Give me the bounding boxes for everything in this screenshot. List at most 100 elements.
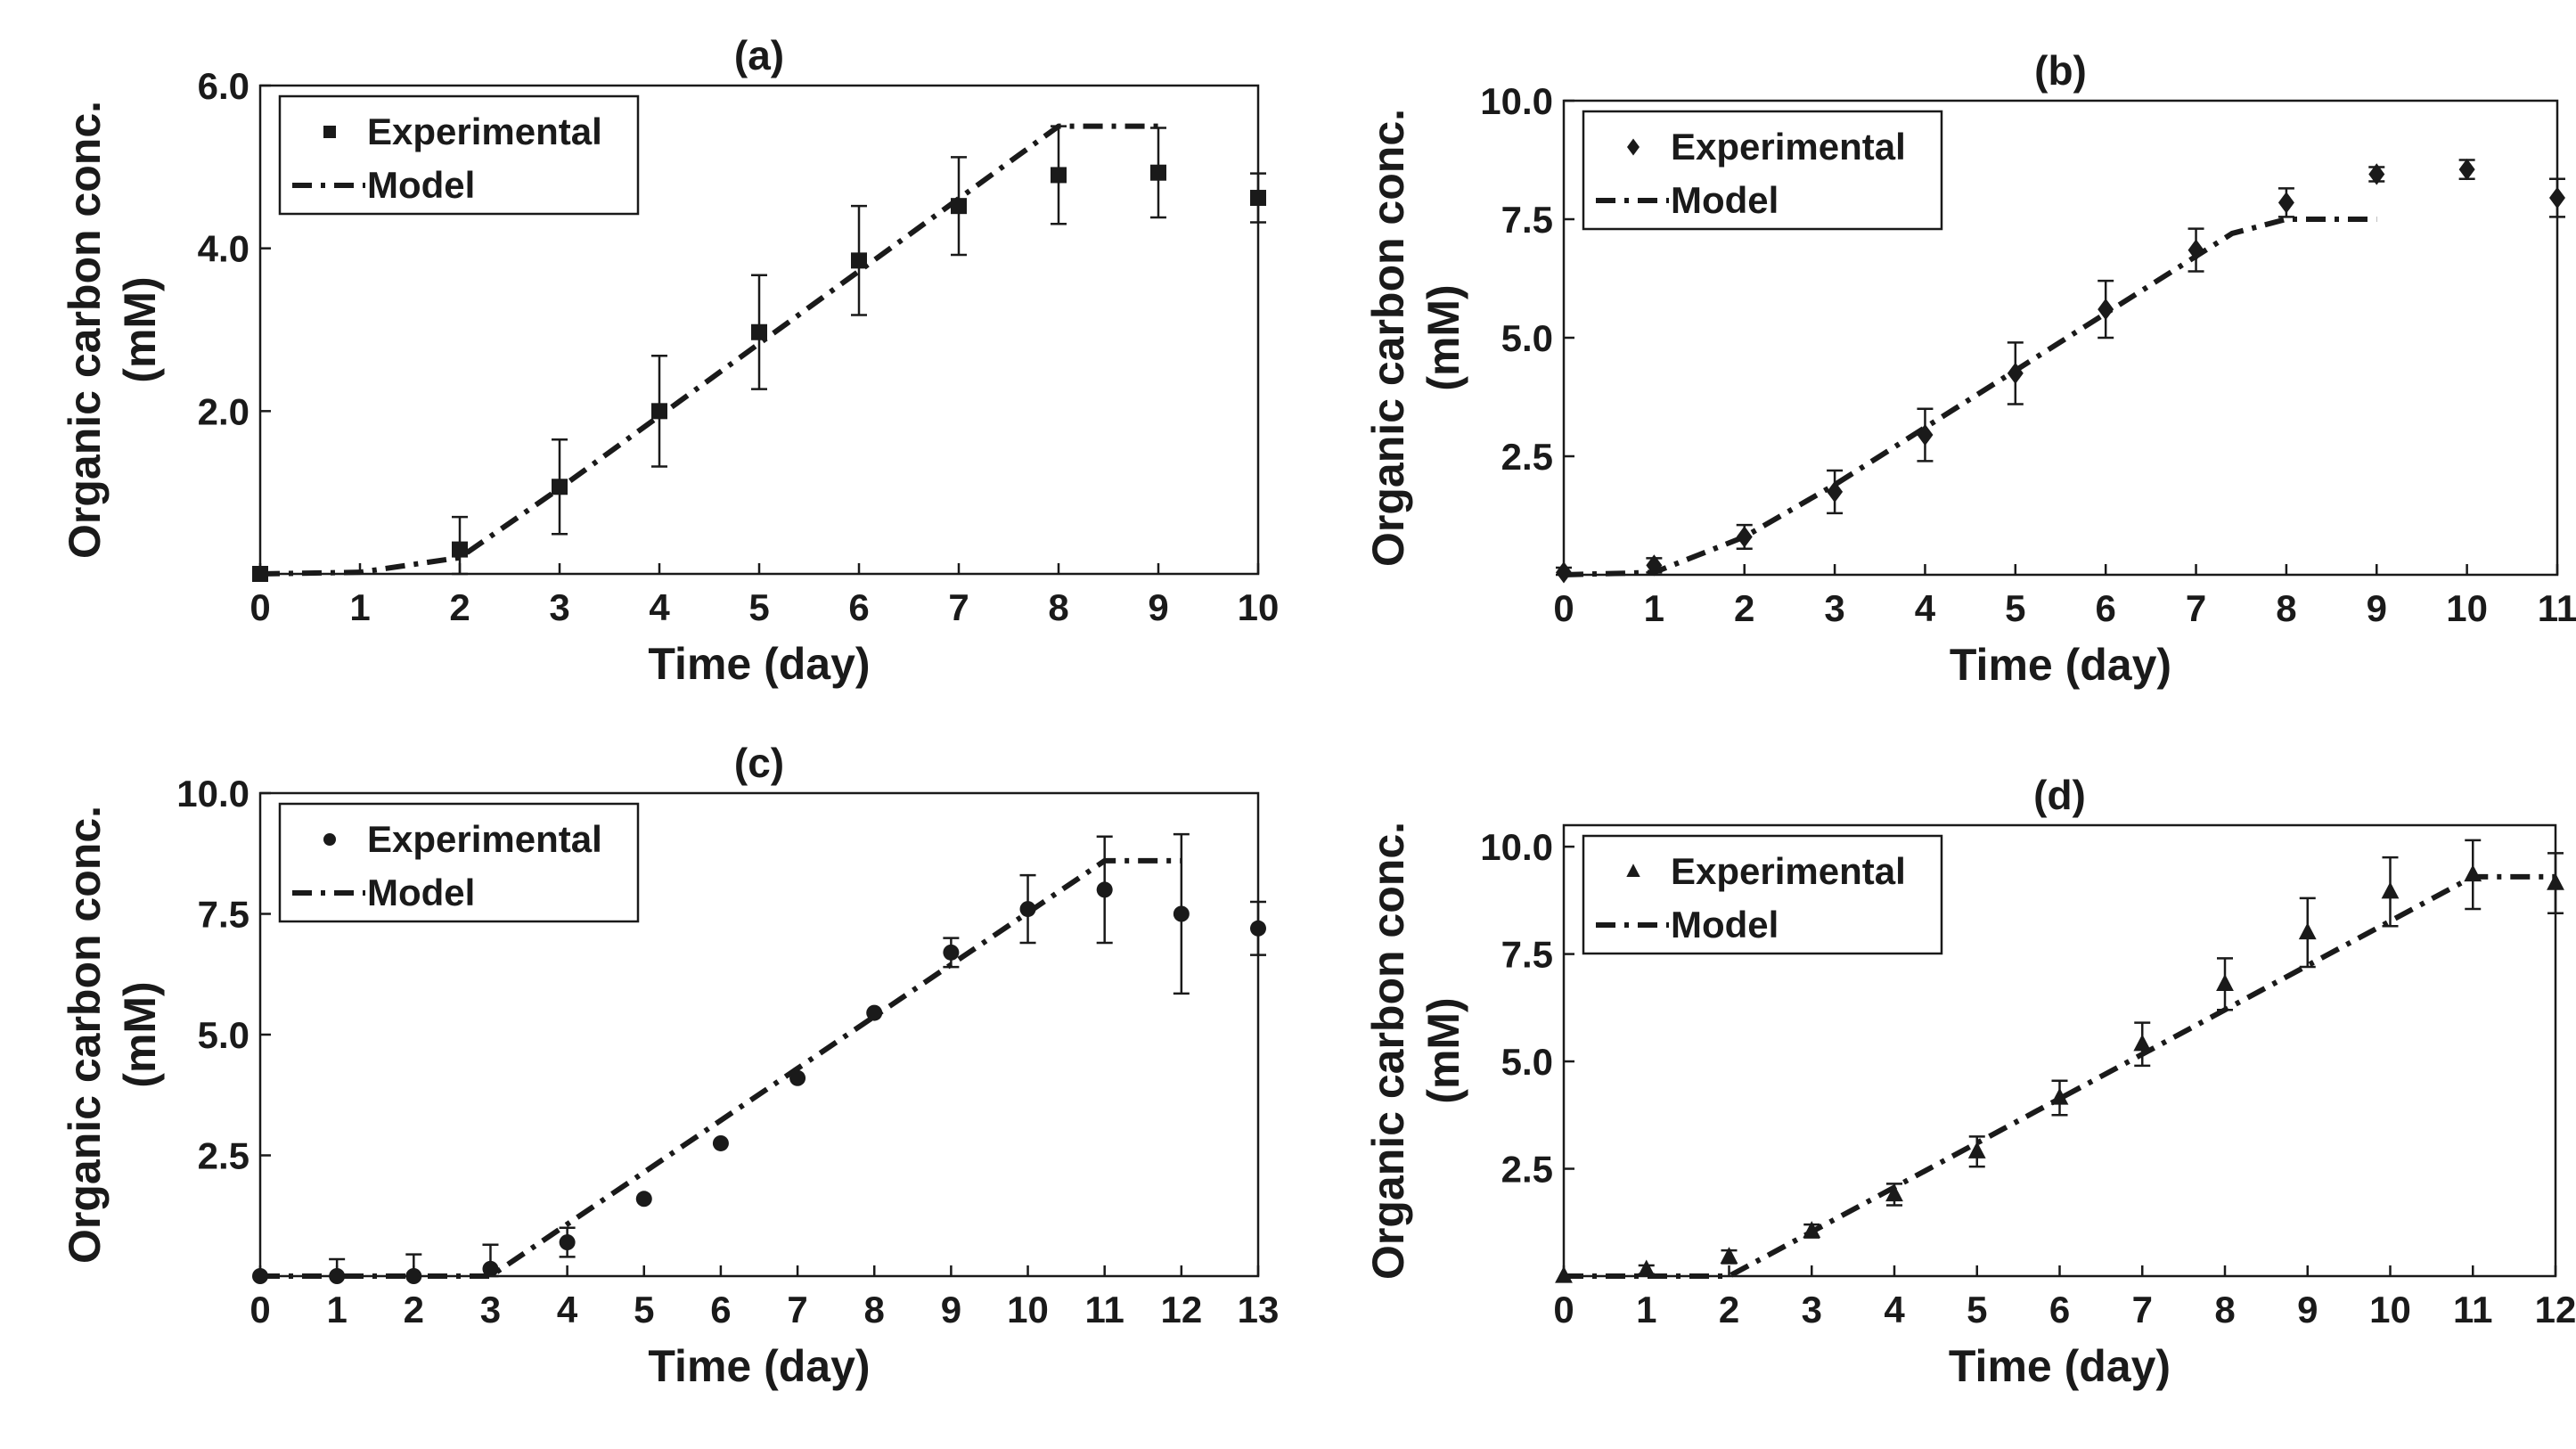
y-axis-label: Organic carbon conc. (mM) [1363, 822, 1468, 1280]
experimental-point [1720, 1247, 1738, 1264]
y-tick-label: 7.5 [198, 894, 249, 936]
legend-experimental-marker [1626, 864, 1640, 877]
experimental-point [851, 252, 867, 269]
experimental-point [2298, 922, 2317, 940]
x-tick-label: 1 [326, 1289, 347, 1330]
x-tick-label: 2 [1734, 587, 1754, 629]
y-tick-label: 6.0 [198, 65, 249, 107]
experimental-point [2368, 163, 2385, 185]
model-series-line [260, 857, 1182, 1279]
y-tick-label: 10.0 [1480, 826, 1553, 868]
x-tick-label: 3 [1802, 1289, 1822, 1330]
experimental-point [951, 198, 967, 215]
x-tick-label: 5 [748, 586, 769, 628]
experimental-point [1917, 423, 1934, 446]
x-tick-label: 10 [1238, 586, 1280, 628]
chart-title: (a) [734, 32, 784, 78]
x-tick-label: 6 [2049, 1289, 2070, 1330]
experimental-point [2464, 864, 2482, 882]
x-tick-label: 2 [1719, 1289, 1739, 1330]
y-tick-label: 10.0 [1480, 80, 1553, 122]
experimental-point [751, 323, 767, 340]
experimental-point [1019, 901, 1036, 918]
y-tick-label: 2.5 [198, 1135, 249, 1177]
experimental-point [2381, 881, 2400, 899]
experimental-point [405, 1268, 422, 1284]
y-axis-label-line2: (mM) [1419, 284, 1468, 390]
chart-panel-b: (b) 0 1 2 3 4 5 6 7 8 9 10 11 2.5 5.0 7.5 10.0 Time (day)… [1363, 47, 2576, 690]
experimental-point [1637, 1259, 1656, 1277]
x-tick-label: 5 [2005, 587, 2025, 629]
legend-box [1582, 110, 1943, 231]
y-axis-label-line2: (mM) [1419, 997, 1468, 1103]
legend-experimental-marker [323, 126, 336, 138]
experimental-point [2188, 239, 2204, 261]
x-tick-label: 8 [1048, 586, 1068, 628]
y-tick-label: 7.5 [1501, 934, 1553, 976]
legend-experimental-marker [1627, 138, 1640, 156]
experimental-point [2549, 186, 2565, 209]
experimental-point [552, 479, 568, 495]
y-tick-label: 5.0 [1501, 317, 1553, 359]
y-tick-label: 5.0 [198, 1014, 249, 1056]
experimental-point [1827, 480, 1844, 503]
x-axis-label: Time (day) [1950, 640, 2171, 690]
x-tick-label: 11 [2538, 587, 2576, 629]
y-tick-label: 4.0 [198, 228, 249, 270]
experimental-point [1885, 1184, 1903, 1202]
x-tick-label: 1 [349, 586, 370, 628]
y-tick-label: 7.5 [1501, 199, 1553, 241]
x-tick-label: 9 [2297, 1289, 2318, 1330]
chart-title: (b) [2034, 47, 2087, 94]
x-tick-label: 5 [634, 1289, 654, 1330]
experimental-point [1555, 1265, 1573, 1283]
x-tick-label: 7 [2132, 1289, 2153, 1330]
legend-box [278, 94, 640, 216]
x-tick-label: 6 [710, 1289, 731, 1330]
x-tick-label: 7 [2186, 587, 2206, 629]
x-tick-label: 8 [2214, 1289, 2235, 1330]
experimental-point [2098, 298, 2114, 321]
x-tick-label: 6 [848, 586, 869, 628]
chart-title: (c) [734, 740, 784, 786]
y-axis-label: Organic carbon conc. (mM) [60, 806, 165, 1264]
legend-experimental-label: Experimental [1671, 850, 1906, 892]
experimental-point [635, 1191, 652, 1208]
x-tick-label: 1 [1644, 587, 1664, 629]
experimental-point [943, 944, 960, 961]
x-tick-label: 4 [1884, 1289, 1905, 1330]
experimental-point [1803, 1221, 1821, 1239]
x-tick-label: 0 [249, 586, 270, 628]
experimental-point [482, 1260, 499, 1277]
experimental-point [2547, 872, 2564, 890]
x-tick-label: 12 [2535, 1289, 2576, 1330]
x-tick-label: 8 [864, 1289, 885, 1330]
legend-experimental-label: Experimental [1671, 126, 1906, 168]
experimental-point [1250, 920, 1266, 937]
x-axis-label: Time (day) [648, 1341, 870, 1391]
x-tick-label: 8 [2276, 587, 2296, 629]
x-tick-label: 6 [2096, 587, 2116, 629]
chart-panel-a: (a) 0 1 2 3 4 5 6 7 8 9 10 2.0 4.0 6.0 Time (day) Organi… [60, 32, 1279, 689]
legend-experimental-label: Experimental [367, 818, 602, 860]
experimental-point [789, 1069, 806, 1086]
legend-box [278, 802, 640, 923]
x-tick-label: 2 [449, 586, 470, 628]
x-tick-label: 13 [1238, 1289, 1280, 1330]
y-axis-label-line1: Organic carbon conc. [1363, 109, 1413, 567]
experimental-point [2133, 1034, 2152, 1052]
x-tick-label: 3 [1824, 587, 1844, 629]
legend-box [1582, 834, 1943, 955]
y-axis-label-line1: Organic carbon conc. [60, 101, 110, 559]
y-tick-label: 10.0 [176, 773, 249, 815]
x-tick-label: 5 [1967, 1289, 1987, 1330]
model-series-line [1564, 873, 2556, 1279]
experimental-point [559, 1234, 576, 1251]
x-tick-label: 10 [1007, 1289, 1049, 1330]
x-axis-label: Time (day) [648, 639, 870, 689]
y-tick-label: 2.5 [1501, 436, 1553, 478]
experimental-point [2050, 1087, 2069, 1105]
x-tick-label: 9 [941, 1289, 961, 1330]
